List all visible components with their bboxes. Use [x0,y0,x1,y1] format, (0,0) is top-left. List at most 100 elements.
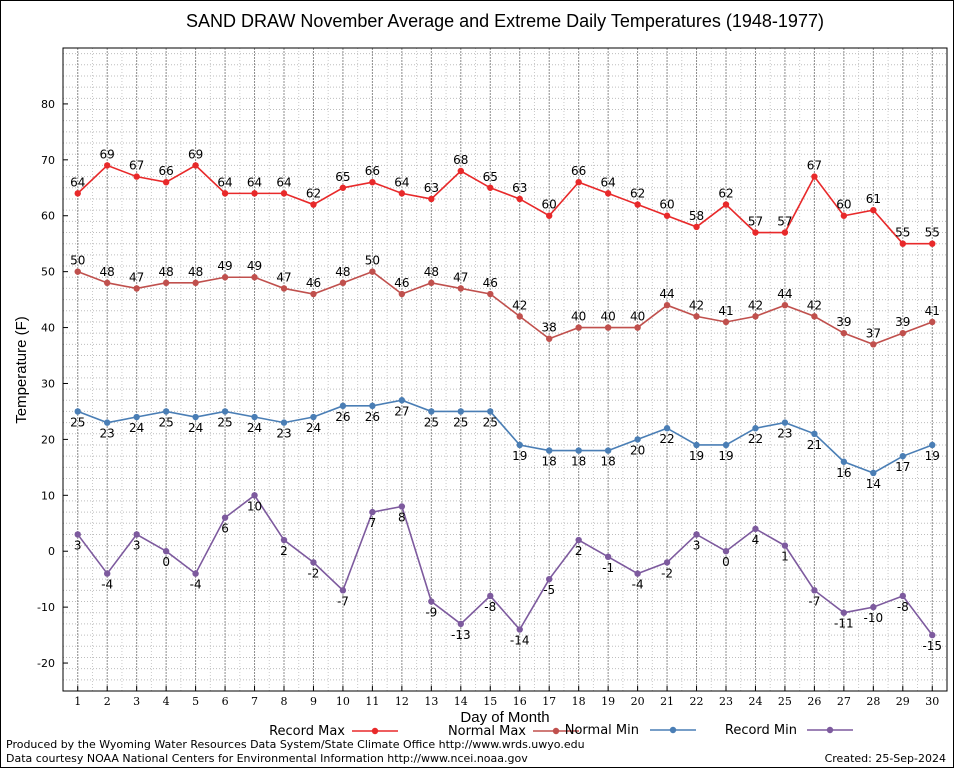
data-point-normal-max [929,318,936,326]
data-point-record-max [251,190,258,197]
data-point-record-min [663,559,671,566]
data-point-normal-max [487,290,494,298]
data-label-record-max: 64 [217,175,232,189]
data-point-record-min [310,559,317,566]
data-point-normal-min [251,413,258,421]
data-point-record-min [899,592,906,600]
data-point-normal-min [280,419,288,426]
data-label-normal-min: 18 [571,455,586,469]
data-label-normal-min: 24 [188,421,203,435]
data-point-normal-min [840,458,848,465]
data-label-normal-max: 48 [335,265,350,279]
data-label-normal-max: 48 [424,265,439,279]
data-label-record-max: 64 [247,175,262,189]
data-point-record-min [604,553,612,561]
y-tick-label: 30 [41,377,55,390]
data-point-record-min [929,631,936,639]
data-label-normal-min: 19 [925,449,940,463]
data-point-normal-min [398,397,406,404]
x-tick-label: 20 [631,695,645,708]
data-point-normal-max [516,313,523,320]
data-point-record-min [634,570,641,577]
data-point-record-max [457,167,464,175]
data-point-normal-max [840,329,848,337]
x-tick-label: 29 [896,695,910,708]
data-label-normal-max: 48 [100,265,115,279]
data-label-record-max: 66 [571,164,586,178]
data-label-record-max: 67 [129,159,144,173]
y-tick-label: 10 [41,489,55,502]
data-label-record-min: -15 [922,639,942,653]
x-tick-label: 7 [251,695,258,708]
data-label-record-min: 3 [74,538,82,552]
x-tick-label: 10 [336,695,350,708]
x-tick-label: 11 [365,695,379,708]
data-label-record-max: 62 [718,187,733,201]
data-point-record-min [162,548,170,555]
data-point-record-min [487,592,494,600]
y-tick-label: 20 [41,433,55,446]
data-point-record-max [162,178,170,186]
x-tick-label: 3 [133,695,140,708]
y-tick-label: 50 [41,266,55,279]
data-point-normal-min [487,408,494,415]
data-label-record-max: 58 [689,209,704,223]
series-record-max: 64 69 67 66 69 64 64 64 62 65 66 64 63 68 65 63 60 66 64 62… [70,147,940,247]
x-tick-label: 13 [424,695,438,708]
y-tick-label: 80 [41,98,55,111]
data-point-normal-max [634,324,641,331]
data-point-normal-max [221,274,229,281]
x-tick-label: 24 [748,695,762,708]
data-point-record-min [752,525,759,533]
data-label-normal-min: 18 [542,455,557,469]
data-label-normal-max: 46 [394,276,409,290]
x-tick-label: 28 [866,695,880,708]
data-label-normal-min: 23 [100,427,115,441]
data-point-record-max [870,206,877,214]
data-point-record-min [74,531,81,538]
data-label-normal-min: 25 [483,415,498,429]
data-point-normal-max [251,274,258,281]
x-tick-label: 26 [807,695,821,708]
legend-label-record-max: Record Max [269,724,345,739]
data-point-record-max [781,229,789,236]
data-point-record-min [104,570,111,577]
data-point-normal-min [428,408,435,415]
data-point-normal-max [663,302,671,309]
data-label-normal-min: 25 [217,415,232,429]
x-tick-label: 27 [837,695,851,708]
data-label-record-max: 57 [777,215,792,229]
data-label-record-max: 66 [365,164,380,178]
data-point-record-max [722,201,730,208]
data-point-record-min [192,570,199,577]
series-normal-max: 50 48 47 48 48 49 49 47 46 48 50 46 48 47 46 42 38 40 40 40… [70,254,940,348]
data-label-normal-min: 21 [807,438,822,452]
data-point-normal-max [310,290,317,298]
data-point-normal-min [310,413,317,421]
data-point-record-max [929,240,936,247]
data-label-record-min: 7 [369,516,377,530]
data-label-record-min: 8 [398,510,406,524]
data-point-record-max [663,212,671,219]
data-label-normal-min: 19 [718,449,733,463]
x-tick-label: 14 [454,695,468,708]
data-label-normal-max: 48 [188,265,203,279]
data-point-record-max [369,178,376,186]
legend-marker-normal-max [552,727,560,735]
data-point-record-min [280,536,288,544]
x-tick-label: 22 [690,695,704,708]
data-point-record-max [398,190,406,197]
data-label-normal-min: 26 [335,410,350,424]
data-label-normal-max: 47 [453,270,468,284]
x-tick-label: 16 [513,695,527,708]
data-label-record-min: -8 [484,600,496,614]
data-point-normal-min [339,402,347,410]
data-point-normal-max [781,302,789,309]
data-label-normal-min: 25 [424,415,439,429]
data-point-normal-max [104,279,111,287]
data-point-normal-max [74,268,81,275]
data-point-normal-min [74,408,81,415]
x-tick-label: 23 [719,695,733,708]
x-tick-label: 2 [104,695,111,708]
data-label-normal-max: 47 [276,270,291,284]
